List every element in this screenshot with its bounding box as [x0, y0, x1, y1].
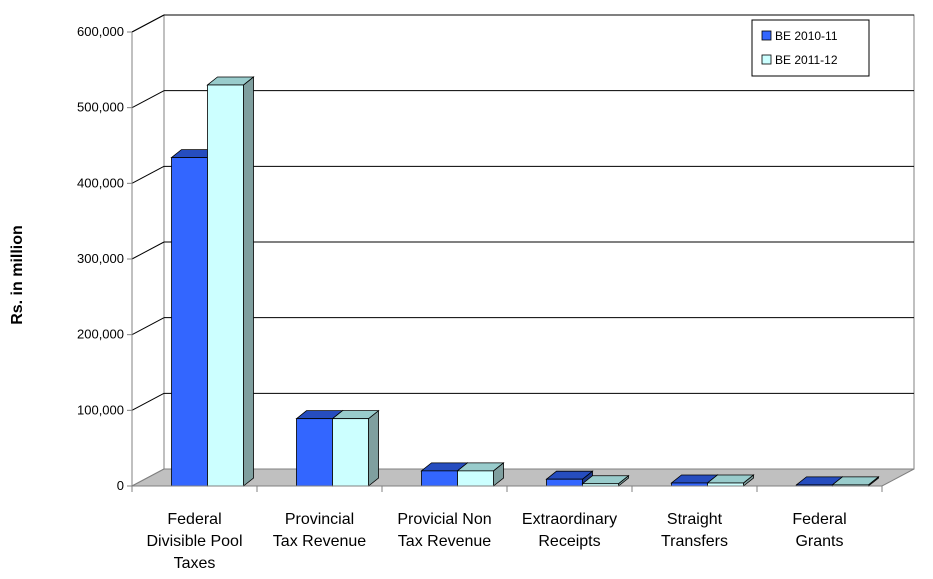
y-axis-label: Rs. in million: [9, 225, 26, 325]
bar-front: [207, 84, 244, 487]
y-tick-label: 400,000: [77, 175, 124, 190]
legend: BE 2010-11 BE 2011-12: [751, 19, 870, 77]
bar: [581, 474, 630, 487]
gridline-side: [131, 317, 165, 336]
gridline-side: [131, 90, 165, 109]
x-tick-label: Straight Transfers: [661, 511, 728, 550]
x-tick-label-line: Federal: [167, 511, 221, 528]
bar: [420, 462, 469, 487]
bar-front: [332, 418, 369, 487]
bar-front: [421, 470, 458, 487]
x-tick-label-line: Extraordinary: [522, 511, 617, 528]
gridline-side: [131, 14, 165, 33]
bars: [170, 76, 880, 487]
x-tick-label: Extraordinary Receipts: [522, 511, 617, 550]
legend-swatch: [761, 54, 772, 65]
x-tick-label-line: Transfers: [661, 533, 728, 550]
bar: [331, 409, 380, 487]
legend-label: BE 2010-11: [775, 29, 838, 43]
x-tick-label-line: Taxes: [174, 555, 216, 572]
bar: [456, 462, 505, 487]
legend-label: BE 2011-12: [775, 53, 838, 67]
x-tick-label-line: Tax Revenue: [398, 533, 491, 550]
x-tick-label-line: Tax Revenue: [273, 533, 366, 550]
x-tick-label: Provicial Non Tax Revenue: [397, 511, 491, 550]
x-tick-label: Federal Grants: [792, 511, 846, 550]
gridline-side: [131, 241, 165, 260]
bar-front: [546, 478, 583, 487]
x-tick-label-line: Provincial: [285, 511, 354, 528]
gridline-side: [131, 165, 165, 184]
bar-front: [457, 470, 494, 487]
y-tick-label: 200,000: [77, 327, 124, 342]
gridlines: [131, 14, 914, 411]
x-tick-label-line: Divisible Pool: [146, 533, 242, 550]
x-tick-label: Provincial Tax Revenue: [273, 511, 366, 550]
y-tick-label: 100,000: [77, 402, 124, 417]
bar: [706, 474, 755, 487]
x-tick-label-line: Grants: [795, 533, 843, 550]
x-tick-label-line: Provicial Non: [397, 511, 491, 528]
y-tick-label: 600,000: [77, 24, 124, 39]
bar: [206, 76, 255, 487]
bar-front: [171, 157, 208, 487]
gridline-side: [131, 392, 165, 411]
bar: [831, 476, 880, 487]
x-axis: Federal Divisible Pool Taxes Provincial Tax …: [131, 485, 883, 572]
bar-side: [243, 76, 254, 487]
y-tick-label: 0: [117, 478, 124, 493]
legend-box: [751, 19, 870, 77]
x-tick-label: Federal Divisible Pool Taxes: [146, 511, 242, 572]
y-tick-label: 300,000: [77, 251, 124, 266]
legend-swatch: [761, 30, 772, 41]
x-tick-label-line: Receipts: [538, 533, 600, 550]
y-tick-label: 500,000: [77, 100, 124, 115]
x-tick-label-line: Straight: [667, 511, 723, 528]
bar-side: [368, 409, 379, 487]
bar-front: [296, 418, 333, 487]
y-axis: 0 100,000 200,000 300,000 400,000 500,000 600,…: [77, 24, 133, 493]
x-tick-label-line: Federal: [792, 511, 846, 528]
